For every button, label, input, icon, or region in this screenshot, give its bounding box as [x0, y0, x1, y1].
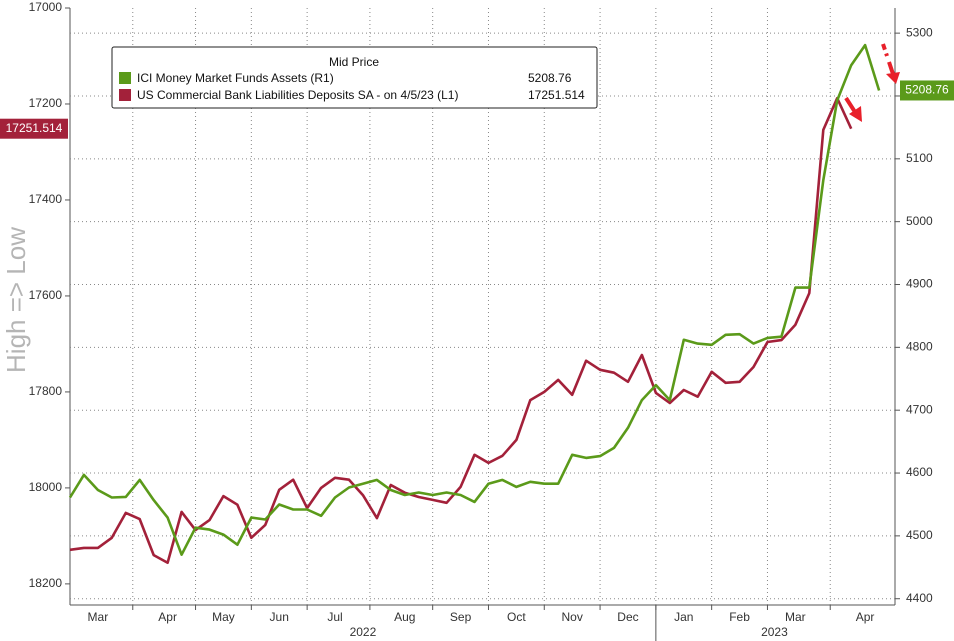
series-line	[68, 43, 881, 556]
legend-value: 5208.76	[528, 71, 572, 85]
legend-label: US Commercial Bank Liabilities Deposits …	[137, 88, 458, 102]
x-tick-label: Aug	[394, 610, 415, 624]
legend-swatch	[119, 72, 131, 84]
y2-tick-label: 4900	[906, 277, 933, 291]
arrow-shaft	[881, 43, 889, 57]
y2-tick-label: 4500	[906, 528, 933, 542]
year-label: 2023	[761, 625, 788, 639]
value-tag	[0, 118, 68, 139]
y-tick-label: 17000	[29, 0, 63, 14]
x-tick-label: Sep	[450, 610, 472, 624]
x-tick-label: Nov	[561, 610, 582, 624]
legend-label: ICI Money Market Funds Assets (R1)	[137, 71, 334, 85]
year-label: 2022	[350, 625, 377, 639]
y2-tick-label: 5300	[906, 25, 933, 39]
x-tick-label: Jun	[270, 610, 289, 624]
x-tick-label: Apr	[856, 610, 875, 624]
x-tick-label: Mar	[785, 610, 806, 624]
y2-tick-label: 4700	[906, 402, 933, 416]
legend-title: Mid Price	[329, 55, 379, 69]
y2-tick-label: 4400	[906, 591, 933, 605]
y-tick-label: 17400	[29, 192, 63, 206]
y-tick-label: 17800	[29, 384, 63, 398]
x-tick-label: Mar	[88, 610, 109, 624]
y-tick-label: 17600	[29, 288, 63, 302]
legend: Mid Price ICI Money Market Funds Assets …	[111, 46, 598, 109]
value-tag-label: 17251.514	[6, 121, 63, 135]
y2-tick-label: 4800	[906, 340, 933, 354]
x-tick-label: Jan	[674, 610, 693, 624]
series-line	[69, 96, 853, 565]
x-tick-label: Dec	[617, 610, 638, 624]
y-tick-label: 18000	[29, 480, 63, 494]
arrow-shaft	[887, 61, 895, 75]
y-tick-label: 17200	[29, 96, 63, 110]
legend-box	[111, 46, 598, 109]
value-tag-label: 5208.76	[905, 83, 949, 97]
x-tick-label: Apr	[158, 610, 177, 624]
x-tick-label: Oct	[507, 610, 526, 624]
value-tag	[900, 80, 954, 101]
y2-tick-label: 4600	[906, 465, 933, 479]
legend-value: 17251.514	[528, 88, 585, 102]
arrow-head	[886, 72, 900, 84]
y2-tick-label: 5000	[906, 214, 933, 228]
legend-swatch	[119, 89, 131, 101]
y2-tick-label: 5100	[906, 151, 933, 165]
y-tick-label: 18200	[29, 576, 63, 590]
arrow-head	[849, 106, 862, 122]
x-tick-label: Feb	[729, 610, 750, 624]
y-axis-label: High => Low	[1, 227, 31, 373]
x-tick-label: May	[212, 610, 235, 624]
x-tick-label: Jul	[327, 610, 342, 624]
arrow-shaft	[844, 96, 857, 114]
annotation-arrows	[844, 43, 900, 122]
